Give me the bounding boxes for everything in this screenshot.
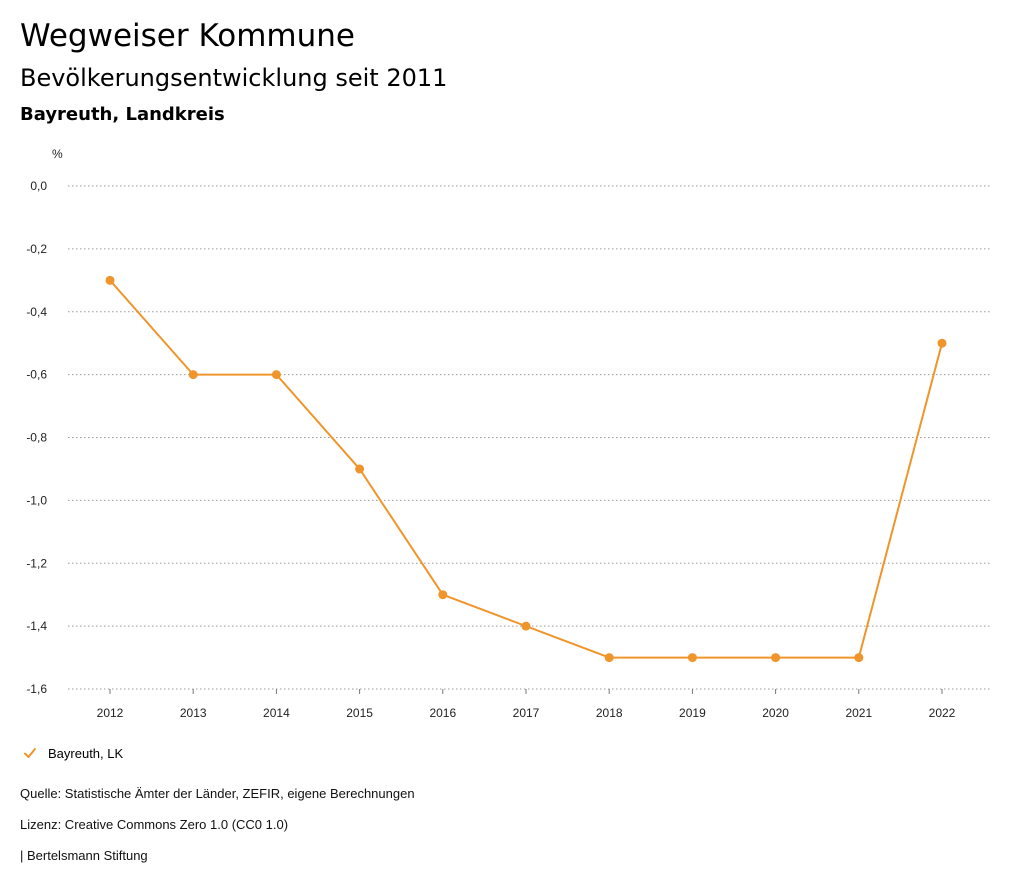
chart-title: Wegweiser Kommune	[20, 18, 355, 54]
x-tick-label: 2017	[513, 706, 540, 720]
region-name: Bayreuth, Landkreis	[20, 104, 225, 125]
y-tick-label: -0,4	[26, 305, 47, 319]
legend-label: Bayreuth, LK	[48, 745, 124, 761]
source-note: Quelle: Statistische Ämter der Länder, Z…	[20, 786, 415, 801]
data-point[interactable]	[188, 370, 198, 380]
chart-subtitle: Bevölkerungsentwicklung seit 2011	[20, 64, 448, 92]
y-tick-label: -1,0	[26, 493, 47, 507]
x-tick-label: 2020	[762, 706, 789, 720]
x-tick-label: 2021	[845, 706, 872, 720]
data-point[interactable]	[604, 653, 614, 663]
x-tick-label: 2013	[180, 706, 207, 720]
data-point[interactable]	[937, 338, 947, 348]
y-tick-label: -1,2	[26, 556, 47, 570]
x-tick-label: 2018	[596, 706, 623, 720]
publisher-note: | Bertelsmann Stiftung	[20, 848, 148, 863]
x-tick-label: 2019	[679, 706, 706, 720]
data-point[interactable]	[854, 653, 864, 663]
y-tick-label: -1,6	[26, 682, 47, 696]
data-point[interactable]	[105, 275, 115, 285]
x-tick-label: 2016	[429, 706, 456, 720]
legend-check-icon	[24, 748, 36, 758]
y-tick-label: -0,2	[26, 242, 47, 256]
x-tick-label: 2014	[263, 706, 290, 720]
data-point[interactable]	[355, 464, 365, 474]
data-point[interactable]	[687, 653, 697, 663]
license-note: Lizenz: Creative Commons Zero 1.0 (CC0 1…	[20, 817, 289, 832]
y-tick-label: -0,8	[26, 431, 47, 445]
data-point[interactable]	[271, 370, 281, 380]
y-tick-label: -0,6	[26, 368, 47, 382]
line-chart: % 0,0 -0,2 -0,4 -0,6 -0,8 -1,0 -1,2 -1,4 -1,6 20…	[26, 147, 990, 720]
series-line	[109, 279, 943, 659]
x-tick-label: 2015	[346, 706, 373, 720]
y-axis-unit-label: %	[52, 147, 63, 161]
x-tick-label: 2022	[929, 706, 956, 720]
y-tick-label: -1,4	[26, 619, 47, 633]
data-point[interactable]	[438, 590, 448, 600]
y-tick-label: 0,0	[30, 179, 47, 193]
data-point[interactable]	[521, 621, 531, 631]
data-point[interactable]	[771, 653, 781, 663]
x-tick-label: 2012	[97, 706, 124, 720]
legend[interactable]: Bayreuth, LK	[22, 745, 123, 761]
